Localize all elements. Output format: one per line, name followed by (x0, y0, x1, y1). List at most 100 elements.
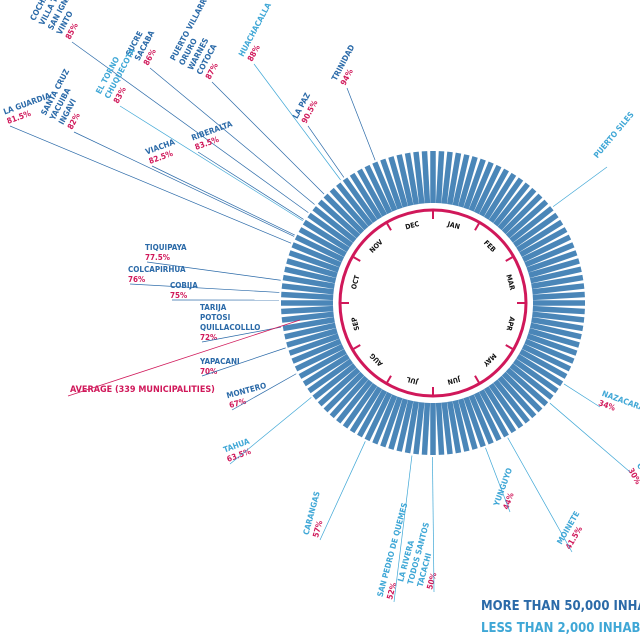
radial-bar (298, 348, 347, 379)
radial-bar (302, 353, 350, 387)
radial-bar (524, 242, 575, 268)
leader-line (146, 261, 281, 281)
radial-bar (336, 379, 373, 424)
leader-line (563, 383, 601, 408)
radial-bar (468, 161, 494, 212)
leader-line (71, 41, 309, 213)
radial-bar (281, 291, 334, 301)
radial-bar (478, 168, 509, 217)
month-label: SEP (350, 316, 361, 331)
radial-bar (317, 367, 361, 407)
radial-bar (282, 317, 335, 332)
radial-bar (413, 151, 425, 204)
radial-bar (463, 396, 486, 448)
percentage: 76% (128, 275, 145, 284)
radial-bar (404, 152, 419, 205)
leader-line (307, 125, 345, 178)
radial-bar (312, 206, 357, 243)
radial-bar (288, 333, 340, 356)
leader-line (253, 63, 341, 181)
leader-line (432, 456, 435, 593)
radial-bar (483, 172, 517, 220)
percentage: 77.5% (145, 253, 170, 262)
municipality-name: PUERTO SILES (592, 110, 636, 160)
radial-bar (396, 154, 414, 207)
radial-bar (483, 386, 517, 434)
percentage: 50% (425, 572, 438, 591)
municipality-name: COLCAPIRHUA (128, 265, 186, 274)
radial-bar (532, 291, 585, 301)
radial-bar (284, 322, 337, 340)
leader-line (201, 347, 286, 377)
radial-bar (526, 250, 578, 273)
radial-bar (529, 322, 582, 340)
month-tick (474, 375, 481, 385)
radial-bar (532, 283, 585, 295)
radial-bar (357, 389, 388, 438)
radial-bar (532, 305, 585, 315)
radial-bar (294, 234, 345, 263)
radial-bar (497, 375, 537, 419)
municipality-name: QUILLACOLLLO (200, 323, 260, 332)
month-label: APR (505, 316, 516, 332)
radial-bar (452, 399, 470, 452)
radial-bar (532, 311, 585, 323)
municipality-name: POTOSI (200, 313, 231, 322)
radial-bar (452, 154, 470, 207)
month-label: FEB (482, 239, 497, 254)
radial-bar (388, 398, 408, 450)
leader-line (393, 455, 413, 603)
radial-bar (458, 156, 478, 208)
radial-bar (281, 305, 334, 315)
radial-bar (473, 391, 502, 442)
radial-bar (447, 152, 462, 205)
month-label: JUN (447, 375, 462, 386)
leader-line (9, 125, 292, 244)
radial-bar (372, 394, 398, 445)
radial-bar (526, 333, 578, 356)
leader-line (201, 326, 281, 343)
radial-bar (281, 311, 334, 323)
month-label: OCT (350, 274, 362, 291)
radial-bar (512, 358, 559, 394)
radial-bar (528, 328, 580, 348)
leader-line (119, 105, 303, 222)
radial-bar (329, 187, 369, 231)
month-label: AUG (368, 351, 384, 367)
municipality-name: TIQUIPAYA (145, 243, 187, 252)
radial-bar (505, 199, 549, 239)
month-tick (351, 255, 361, 262)
radial-bar (396, 399, 414, 452)
radial-bar (441, 402, 453, 455)
radial-bar (516, 219, 564, 253)
month-label: JUL (406, 375, 420, 386)
radial-bar (286, 258, 338, 278)
radial-bar (421, 402, 431, 455)
radial-bar (404, 401, 419, 454)
radial-bar (519, 348, 568, 379)
radial-bar (463, 158, 486, 210)
radial-bar (473, 164, 502, 215)
percentage: 67% (228, 397, 247, 410)
leader-line (346, 87, 376, 161)
month-tick (351, 344, 361, 351)
radial-bar (357, 168, 388, 217)
leader-line (485, 447, 511, 513)
radial-bar (312, 363, 357, 400)
radial-bar (441, 151, 453, 204)
month-tick (505, 255, 515, 262)
radial-bar (413, 402, 425, 455)
month-tick (385, 221, 392, 231)
radial-bar (282, 274, 335, 289)
radial-bar (281, 283, 334, 295)
leader-line (231, 373, 297, 411)
radial-bar (531, 317, 584, 332)
leader-line (129, 283, 280, 293)
